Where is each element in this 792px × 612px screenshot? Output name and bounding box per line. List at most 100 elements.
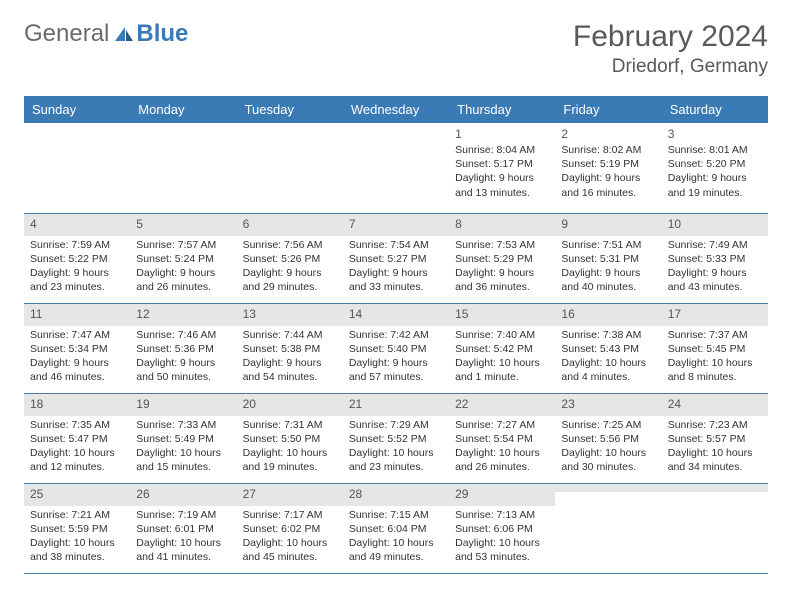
sunrise-text: Sunrise: 7:40 AM [455, 328, 549, 342]
daylight-text: Daylight: 9 hours and 40 minutes. [561, 266, 655, 294]
day-number: 2 [561, 127, 655, 141]
daylight-text: Daylight: 10 hours and 49 minutes. [349, 536, 443, 564]
day-header: Thursday [449, 96, 555, 123]
sun-info: Sunrise: 7:29 AMSunset: 5:52 PMDaylight:… [349, 418, 443, 475]
sun-info: Sunrise: 7:57 AMSunset: 5:24 PMDaylight:… [136, 238, 230, 295]
day-number: 22 [455, 397, 549, 411]
calendar-day-cell: 27 Sunrise: 7:17 AMSunset: 6:02 PMDayligh… [237, 483, 343, 573]
sunset-text: Sunset: 5:50 PM [243, 432, 337, 446]
daylight-text: Daylight: 10 hours and 19 minutes. [243, 446, 337, 474]
day-number: 23 [561, 397, 655, 411]
sunrise-text: Sunrise: 7:37 AM [668, 328, 762, 342]
sun-info: Sunrise: 7:56 AMSunset: 5:26 PMDaylight:… [243, 238, 337, 295]
sunset-text: Sunset: 6:06 PM [455, 522, 549, 536]
daylight-text: Daylight: 10 hours and 34 minutes. [668, 446, 762, 474]
daylight-text: Daylight: 10 hours and 15 minutes. [136, 446, 230, 474]
sunrise-text: Sunrise: 7:23 AM [668, 418, 762, 432]
sunrise-text: Sunrise: 7:15 AM [349, 508, 443, 522]
calendar-day-cell: 24Sunrise: 7:23 AMSunset: 5:57 PMDayligh… [662, 393, 768, 483]
day-number: 15 [455, 307, 549, 321]
day-number: 16 [561, 307, 655, 321]
sunset-text: Sunset: 5:33 PM [668, 252, 762, 266]
sunrise-text: Sunrise: 7:17 AM [243, 508, 337, 522]
calendar-table: Sunday Monday Tuesday Wednesday Thursday… [24, 96, 768, 574]
sunset-text: Sunset: 5:42 PM [455, 342, 549, 356]
calendar-day-cell: 26Sunrise: 7:19 AMSunset: 6:01 PMDayligh… [130, 483, 236, 573]
sunset-text: Sunset: 5:47 PM [30, 432, 124, 446]
sun-info: Sunrise: 8:01 AMSunset: 5:20 PMDaylight:… [668, 143, 762, 200]
sun-info: Sunrise: 7:31 AMSunset: 5:50 PMDaylight:… [243, 418, 337, 475]
calendar-day-cell: 11Sunrise: 7:47 AMSunset: 5:34 PMDayligh… [24, 303, 130, 393]
sunrise-text: Sunrise: 8:04 AM [455, 143, 549, 157]
day-number: 6 [243, 217, 337, 231]
sunrise-text: Sunrise: 8:01 AM [668, 143, 762, 157]
sun-info: Sunrise: 8:04 AMSunset: 5:17 PMDaylight:… [455, 143, 549, 200]
sun-info: Sunrise: 7:47 AMSunset: 5:34 PMDaylight:… [30, 328, 124, 385]
calendar-day-cell: 18Sunrise: 7:35 AMSunset: 5:47 PMDayligh… [24, 393, 130, 483]
sunrise-text: Sunrise: 7:56 AM [243, 238, 337, 252]
sunrise-text: Sunrise: 7:57 AM [136, 238, 230, 252]
sunrise-text: Sunrise: 7:25 AM [561, 418, 655, 432]
calendar-day-cell [130, 123, 236, 213]
sunset-text: Sunset: 5:52 PM [349, 432, 443, 446]
sunrise-text: Sunrise: 7:46 AM [136, 328, 230, 342]
sun-info: Sunrise: 7:25 AMSunset: 5:56 PMDaylight:… [561, 418, 655, 475]
daylight-text: Daylight: 10 hours and 45 minutes. [243, 536, 337, 564]
day-header: Sunday [24, 96, 130, 123]
sunrise-text: Sunrise: 7:44 AM [243, 328, 337, 342]
sun-info: Sunrise: 7:23 AMSunset: 5:57 PMDaylight:… [668, 418, 762, 475]
calendar-day-cell: 15 Sunrise: 7:40 AMSunset: 5:42 PMDayligh… [449, 303, 555, 393]
day-number: 10 [668, 217, 762, 231]
sun-info: Sunrise: 7:33 AMSunset: 5:49 PMDaylight:… [136, 418, 230, 475]
day-number: 27 [243, 487, 337, 501]
sunrise-text: Sunrise: 7:53 AM [455, 238, 549, 252]
sunrise-text: Sunrise: 7:31 AM [243, 418, 337, 432]
daylight-text: Daylight: 9 hours and 43 minutes. [668, 266, 762, 294]
sunset-text: Sunset: 6:04 PM [349, 522, 443, 536]
calendar-week-row: 1Sunrise: 8:04 AMSunset: 5:17 PMDaylight… [24, 123, 768, 213]
daylight-text: Daylight: 9 hours and 54 minutes. [243, 356, 337, 384]
sun-info: Sunrise: 7:35 AMSunset: 5:47 PMDaylight:… [30, 418, 124, 475]
sunset-text: Sunset: 5:49 PM [136, 432, 230, 446]
daylight-text: Daylight: 10 hours and 12 minutes. [30, 446, 124, 474]
sunrise-text: Sunrise: 7:35 AM [30, 418, 124, 432]
sunset-text: Sunset: 6:02 PM [243, 522, 337, 536]
sunset-text: Sunset: 5:34 PM [30, 342, 124, 356]
sunrise-text: Sunrise: 7:54 AM [349, 238, 443, 252]
sun-info: Sunrise: 7:40 AMSunset: 5:42 PMDaylight:… [455, 328, 549, 385]
sunrise-text: Sunrise: 7:38 AM [561, 328, 655, 342]
sun-info: Sunrise: 7:46 AMSunset: 5:36 PMDaylight:… [136, 328, 230, 385]
day-number: 17 [668, 307, 762, 321]
calendar-day-cell [555, 483, 661, 573]
daylight-text: Daylight: 9 hours and 50 minutes. [136, 356, 230, 384]
day-number: 14 [349, 307, 443, 321]
calendar-week-row: 4Sunrise: 7:59 AMSunset: 5:22 PMDaylight… [24, 213, 768, 303]
sun-info: Sunrise: 7:44 AMSunset: 5:38 PMDaylight:… [243, 328, 337, 385]
sunrise-text: Sunrise: 7:42 AM [349, 328, 443, 342]
calendar-day-cell: 16 Sunrise: 7:38 AMSunset: 5:43 PMDayligh… [555, 303, 661, 393]
sunrise-text: Sunrise: 7:33 AM [136, 418, 230, 432]
daylight-text: Daylight: 10 hours and 41 minutes. [136, 536, 230, 564]
location-text: Driedorf, Germany [573, 56, 768, 78]
sunset-text: Sunset: 5:29 PM [455, 252, 549, 266]
sun-info: Sunrise: 7:59 AMSunset: 5:22 PMDaylight:… [30, 238, 124, 295]
calendar-week-row: 18Sunrise: 7:35 AMSunset: 5:47 PMDayligh… [24, 393, 768, 483]
title-block: February 2024 Driedorf, Germany [573, 20, 768, 78]
sunset-text: Sunset: 6:01 PM [136, 522, 230, 536]
calendar-day-cell: 5Sunrise: 7:57 AMSunset: 5:24 PMDaylight… [130, 213, 236, 303]
sunset-text: Sunset: 5:24 PM [136, 252, 230, 266]
sunrise-text: Sunrise: 8:02 AM [561, 143, 655, 157]
daylight-text: Daylight: 9 hours and 29 minutes. [243, 266, 337, 294]
sun-info: Sunrise: 7:53 AMSunset: 5:29 PMDaylight:… [455, 238, 549, 295]
daylight-text: Daylight: 9 hours and 33 minutes. [349, 266, 443, 294]
calendar-day-cell: 4Sunrise: 7:59 AMSunset: 5:22 PMDaylight… [24, 213, 130, 303]
day-number: 3 [668, 127, 762, 141]
calendar-day-cell: 3 Sunrise: 8:01 AMSunset: 5:20 PMDaylight… [662, 123, 768, 213]
sun-info: Sunrise: 7:38 AMSunset: 5:43 PMDaylight:… [561, 328, 655, 385]
sunset-text: Sunset: 5:27 PM [349, 252, 443, 266]
calendar-day-cell: 25Sunrise: 7:21 AMSunset: 5:59 PMDayligh… [24, 483, 130, 573]
calendar-day-cell: 2Sunrise: 8:02 AMSunset: 5:19 PMDaylight… [555, 123, 661, 213]
daylight-text: Daylight: 9 hours and 23 minutes. [30, 266, 124, 294]
sunset-text: Sunset: 5:22 PM [30, 252, 124, 266]
sun-info: Sunrise: 7:54 AMSunset: 5:27 PMDaylight:… [349, 238, 443, 295]
